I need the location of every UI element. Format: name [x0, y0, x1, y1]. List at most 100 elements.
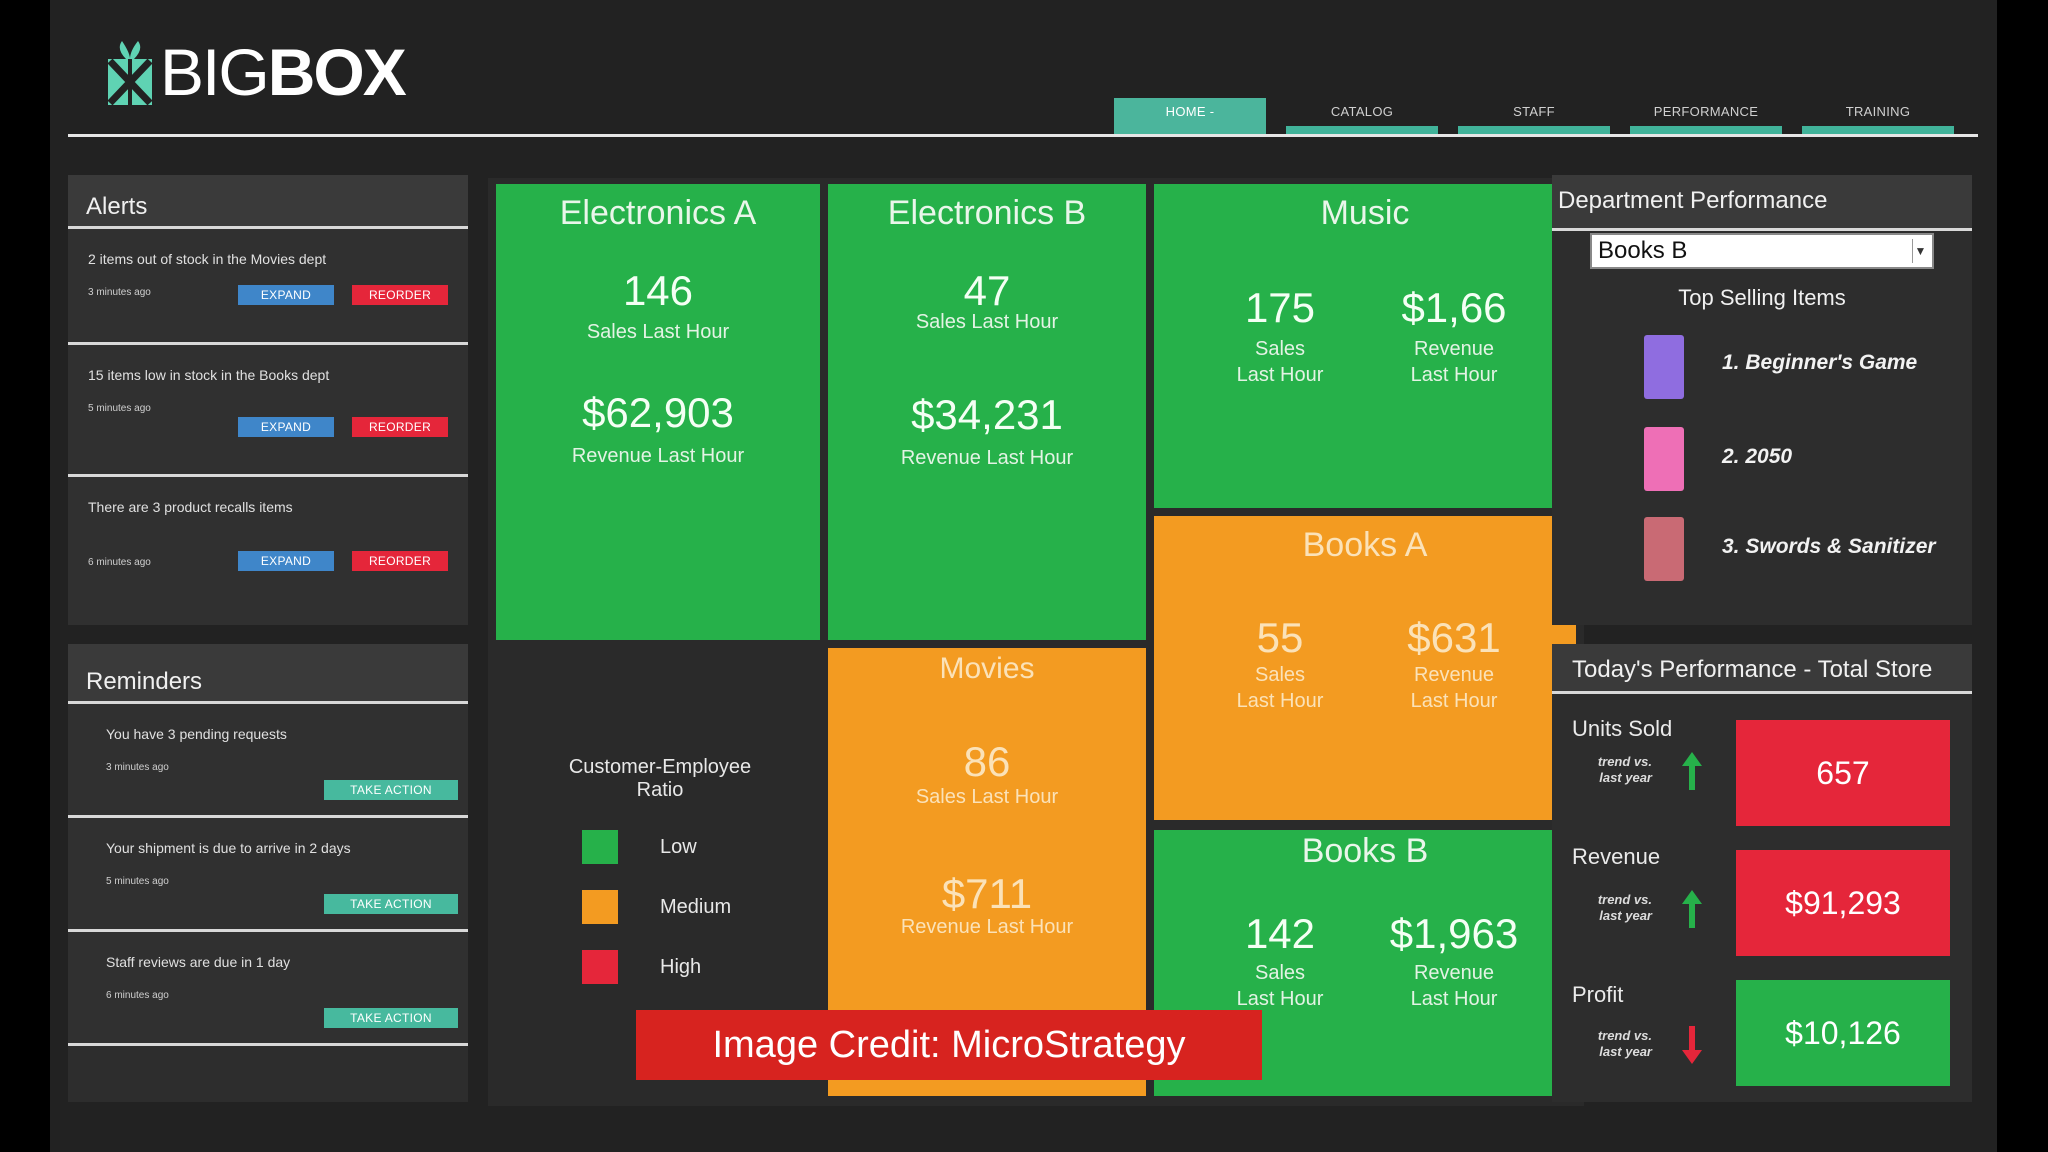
reminders-panel: Reminders You have 3 pending requests 3 … — [68, 644, 468, 1102]
revenue-label: Revenue — [1413, 962, 1495, 984]
reminder-time: 6 minutes ago — [106, 990, 169, 1001]
reminder-item: Staff reviews are due in 1 day 6 minutes… — [68, 932, 468, 1046]
tab-home[interactable]: HOME - — [1114, 98, 1266, 136]
revenue-label: Revenue — [1413, 664, 1495, 686]
alerts-panel: Alerts 2 items out of stock in the Movie… — [68, 175, 468, 625]
chevron-down-icon[interactable]: ▼ — [1912, 239, 1928, 263]
revenue-value: $1,963 — [1389, 910, 1519, 957]
reminder-item: You have 3 pending requests 3 minutes ag… — [68, 704, 468, 818]
tile-title: Books A — [1302, 526, 1428, 564]
reorder-button[interactable]: REORDER — [352, 285, 448, 305]
tile-electronics-b[interactable]: Electronics B 47 Sales Last Hour $34,231… — [828, 184, 1146, 640]
top-selling-title: Top Selling Items — [1678, 285, 1846, 310]
alert-item: 2 items out of stock in the Movies dept … — [68, 229, 468, 345]
sales-label: Last Hour — [1236, 364, 1324, 386]
legend-title: Customer-Employee Ratio — [568, 756, 752, 801]
top-item[interactable]: 1. Beginner's Game — [1722, 351, 1918, 374]
legend-item-medium: Medium — [582, 890, 731, 924]
kpi-units-sold[interactable]: 657 — [1736, 720, 1950, 826]
sales-value: 142 — [1244, 910, 1316, 957]
kpi-label-revenue: Revenue — [1572, 844, 1661, 869]
tab-training[interactable]: TRAINING — [1802, 98, 1954, 134]
image-credit-banner: Image Credit: MicroStrategy — [636, 1010, 1262, 1080]
arrow-up-icon — [1680, 888, 1704, 935]
sales-value: 86 — [963, 738, 1011, 785]
sales-label: Last Hour — [1236, 988, 1324, 1010]
legend-item-high: High — [582, 950, 701, 984]
alert-time: 5 minutes ago — [88, 403, 151, 414]
revenue-value: $711 — [941, 870, 1033, 917]
sales-label: Sales — [1254, 664, 1306, 686]
brand-name: BIGBOX — [160, 35, 407, 109]
reminder-time: 3 minutes ago — [106, 762, 169, 773]
legend-swatch — [582, 890, 618, 924]
tile-title: Books B — [1301, 832, 1429, 870]
tile-title: Music — [1320, 194, 1410, 232]
sales-value: 146 — [622, 267, 694, 314]
take-action-button[interactable]: TAKE ACTION — [324, 894, 458, 914]
legend-item-low: Low — [582, 830, 697, 864]
reorder-button[interactable]: REORDER — [352, 417, 448, 437]
sales-label: Sales Last Hour — [915, 311, 1059, 333]
gift-box-icon — [104, 37, 156, 107]
tab-performance[interactable]: PERFORMANCE — [1630, 98, 1782, 134]
sales-label: Sales — [1254, 338, 1306, 360]
tab-catalog[interactable]: CATALOG — [1286, 98, 1438, 134]
tile-title: Movies — [939, 652, 1035, 685]
trend-label: trend vs. last year — [1597, 1028, 1652, 1059]
header-divider — [68, 134, 1978, 137]
revenue-label: Revenue Last Hour — [900, 916, 1074, 938]
revenue-label: Revenue Last Hour — [900, 447, 1074, 469]
tile-music[interactable]: Music 175 Sales Last Hour $1,66 Revenue … — [1154, 184, 1576, 508]
reorder-button[interactable]: REORDER — [352, 551, 448, 571]
alert-text: There are 3 product recalls items — [88, 499, 293, 515]
book-icon — [1644, 335, 1684, 399]
expand-button[interactable]: EXPAND — [238, 285, 334, 305]
department-performance-panel: Department Performance Books B ▼ Top Sel… — [1552, 175, 1972, 625]
take-action-button[interactable]: TAKE ACTION — [324, 780, 458, 800]
reminder-time: 5 minutes ago — [106, 876, 169, 887]
expand-button[interactable]: EXPAND — [238, 551, 334, 571]
trend-label: trend vs. last year — [1597, 754, 1652, 785]
top-item[interactable]: 3. Swords & Sanitizer — [1722, 535, 1936, 558]
todays-performance-title: Today's Performance - Total Store — [1552, 644, 1972, 694]
revenue-value: $1,66 — [1401, 284, 1507, 331]
sales-value: 55 — [1256, 614, 1304, 661]
reminder-text: You have 3 pending requests — [106, 726, 287, 742]
department-select[interactable]: Books B ▼ — [1590, 233, 1934, 269]
sales-value: 47 — [963, 267, 1011, 314]
trend-label: trend vs. last year — [1597, 892, 1652, 923]
bigbox-logo[interactable]: BIGBOX — [104, 32, 407, 112]
arrow-down-icon — [1680, 1024, 1704, 1071]
reminder-text: Staff reviews are due in 1 day — [106, 954, 291, 970]
take-action-button[interactable]: TAKE ACTION — [324, 1008, 458, 1028]
tile-books-b[interactable]: Books B 142 Sales Last Hour $1,963 Reven… — [1154, 830, 1576, 1096]
expand-button[interactable]: EXPAND — [238, 417, 334, 437]
legend-swatch — [582, 830, 618, 864]
alert-time: 3 minutes ago — [88, 287, 151, 298]
revenue-label: Revenue Last Hour — [571, 445, 745, 467]
top-item[interactable]: 2. 2050 — [1722, 445, 1793, 468]
revenue-label: Last Hour — [1410, 988, 1498, 1010]
kpi-label-profit: Profit — [1572, 982, 1624, 1007]
revenue-value: $34,231 — [911, 391, 1063, 438]
kpi-profit[interactable]: $10,126 — [1736, 980, 1950, 1086]
department-performance-title: Department Performance — [1552, 175, 1972, 231]
tab-staff[interactable]: STAFF — [1458, 98, 1610, 134]
sales-label: Sales Last Hour — [915, 786, 1059, 808]
legend-swatch — [582, 950, 618, 984]
arrow-up-icon — [1680, 750, 1704, 797]
sales-label: Sales Last Hour — [586, 321, 730, 343]
sales-value: 175 — [1244, 284, 1316, 331]
alert-text: 2 items out of stock in the Movies dept — [88, 251, 327, 267]
book-icon — [1644, 517, 1684, 581]
book-icon — [1644, 427, 1684, 491]
alert-item: There are 3 product recalls items 6 minu… — [68, 477, 468, 625]
revenue-label: Last Hour — [1410, 690, 1498, 712]
tile-electronics-a[interactable]: Electronics A 146 Sales Last Hour $62,90… — [496, 184, 820, 640]
kpi-revenue[interactable]: $91,293 — [1736, 850, 1950, 956]
sales-label: Sales — [1254, 962, 1306, 984]
todays-performance-panel: Today's Performance - Total Store Units … — [1552, 644, 1972, 1102]
main-nav: HOME - CATALOG STAFF PERFORMANCE TRAININ… — [1114, 98, 1954, 136]
tile-books-a[interactable]: Books A 55 Sales Last Hour $631 Revenue … — [1154, 516, 1576, 820]
